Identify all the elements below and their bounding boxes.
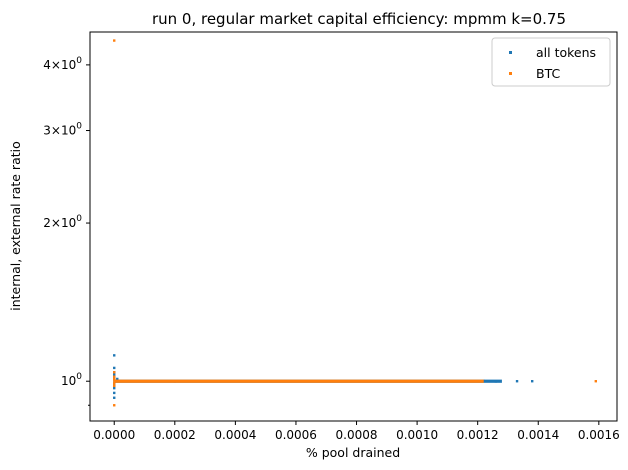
x-tick-label: 0.0002: [154, 428, 196, 442]
data-point: [530, 380, 534, 383]
legend-marker-btc: [509, 72, 512, 75]
data-point: [515, 380, 519, 383]
x-tick-label: 0.0000: [93, 428, 135, 442]
y-axis-ticks: 100 2×100 3×100 4×100: [43, 56, 90, 406]
legend-box: [491, 37, 611, 87]
data-point: [113, 404, 116, 407]
legend: all tokens BTC: [491, 37, 611, 87]
x-tick-label: 0.0008: [336, 428, 378, 442]
y-tick-label: 100: [61, 372, 82, 388]
x-tick-label: 0.0012: [457, 428, 499, 442]
data-point: [113, 375, 116, 378]
x-tick-label: 0.0016: [578, 428, 620, 442]
x-axis-label: % pool drained: [306, 445, 400, 460]
legend-label-btc: BTC: [536, 66, 560, 81]
data-point: [113, 366, 116, 370]
plot-area: [90, 32, 617, 421]
data-point: [594, 380, 597, 383]
data-point: [113, 39, 116, 42]
data-point: [116, 377, 119, 381]
data-point: [113, 386, 116, 390]
data-point: [113, 391, 116, 395]
y-tick-label: 3×100: [43, 122, 82, 138]
legend-marker-all-tokens: [509, 51, 512, 54]
y-tick-label: 4×100: [43, 56, 82, 72]
data-point: [113, 384, 116, 388]
legend-label-all-tokens: all tokens: [536, 45, 596, 60]
y-tick-label: 2×100: [43, 214, 82, 230]
data-point: [113, 382, 116, 385]
data-point: [113, 373, 116, 376]
x-axis-ticks: 0.0000 0.0002 0.0004 0.0006 0.0008 0.0010 0.00…: [93, 421, 620, 442]
chart-title: run 0, regular market capital efficiency…: [152, 10, 566, 28]
y-axis-label: internal, external rate ratio: [8, 141, 23, 311]
point-cloud-band: [113, 379, 484, 383]
data-point: [113, 354, 116, 357]
series-btc: [113, 39, 597, 407]
data-point: [113, 377, 116, 381]
data-point: [113, 371, 116, 374]
data-point: [113, 396, 116, 399]
x-tick-label: 0.0006: [275, 428, 317, 442]
x-tick-label: 0.0004: [214, 428, 256, 442]
x-tick-label: 0.0014: [517, 428, 559, 442]
plot-frame: [89, 31, 618, 422]
x-tick-label: 0.0010: [396, 428, 438, 442]
